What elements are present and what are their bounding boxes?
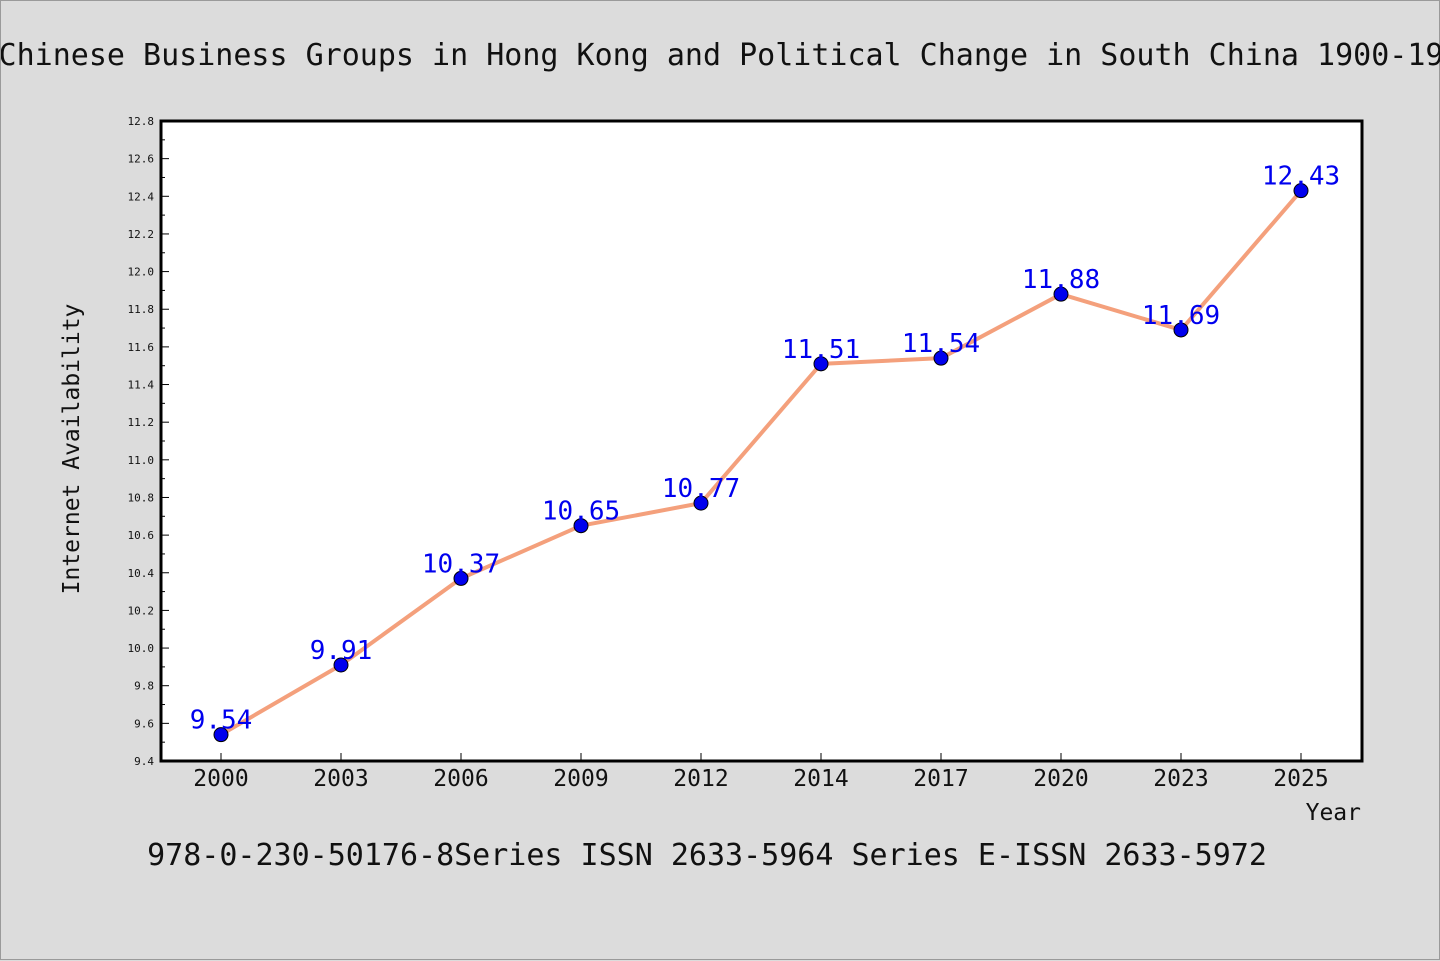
data-labels: 9.54 9.91 10.37 10.65 10.77 11.51 11.54 11.88 11… [190,162,1340,736]
y-tick-label: 10.0 [128,642,155,655]
data-label: 11.69 [1142,301,1220,331]
y-tick-label: 10.4 [128,567,155,580]
x-tick-label: 2014 [793,766,848,792]
y-tick-label: 11.4 [128,379,155,392]
y-tick-label: 10.6 [128,529,155,542]
x-tick-label: 2017 [913,766,968,792]
x-tick-label: 2000 [193,766,248,792]
data-label: 9.54 [190,706,253,736]
footer-isbn-text: 978-0-230-50176-8Series ISSN 2633-5964 S… [147,838,1267,873]
x-tick-label: 2006 [433,766,488,792]
data-label: 10.65 [542,497,620,527]
data-label: 11.54 [902,329,980,359]
x-tick-label: 2023 [1153,766,1208,792]
data-point [813,356,829,372]
data-label: 12.43 [1262,162,1340,192]
series-layer [213,183,1309,743]
data-label: 10.77 [662,474,740,504]
data-label: 9.91 [310,636,373,666]
y-tick-label: 12.0 [128,266,155,279]
y-tick-label: 12.2 [128,228,155,241]
data-point [1053,286,1069,302]
y-tick-label: 11.8 [128,303,155,316]
y-tick-label: 11.6 [128,341,155,354]
y-tick-label: 12.8 [128,115,155,128]
x-tick-label: 2009 [553,766,608,792]
data-point [453,570,469,586]
y-tick-label: 12.4 [128,190,155,203]
series-line [219,189,1303,737]
x-tick-label: 2025 [1273,766,1328,792]
y-tick-label: 10.8 [128,491,155,504]
y-axis: 9.4 9.6 9.8 10.0 10.2 10.4 10.6 10.8 11.0 11.2 11.… [128,115,169,768]
y-axis-label: Internet Availability [59,304,85,595]
y-tick-label: 11.2 [128,416,155,429]
x-tick-label: 2012 [673,766,728,792]
data-point [693,495,709,511]
data-label: 11.88 [1022,265,1100,295]
y-tick-label: 11.0 [128,454,155,467]
x-axis: 2000 2003 2006 2009 2012 2014 2017 2020 2023 2025 [193,753,1329,792]
data-label: 11.51 [782,335,860,365]
y-tick-label: 9.8 [134,680,154,693]
data-point [213,727,229,743]
data-label: 10.37 [422,549,500,579]
x-axis-label: Year [1306,800,1361,826]
plot-area [159,119,1364,763]
data-point [1293,183,1309,199]
data-point [933,350,949,366]
y-tick-label: 12.6 [128,153,155,166]
data-point [333,657,349,673]
y-tick-label: 9.4 [134,755,154,768]
x-tick-label: 2020 [1033,766,1088,792]
x-tick-label: 2003 [313,766,368,792]
y-tick-label: 9.6 [134,717,154,730]
data-point [1173,322,1189,338]
chart-title: Chinese Business Groups in Hong Kong and… [1,38,1440,73]
y-tick-label: 10.2 [128,604,155,617]
data-point [573,518,589,534]
